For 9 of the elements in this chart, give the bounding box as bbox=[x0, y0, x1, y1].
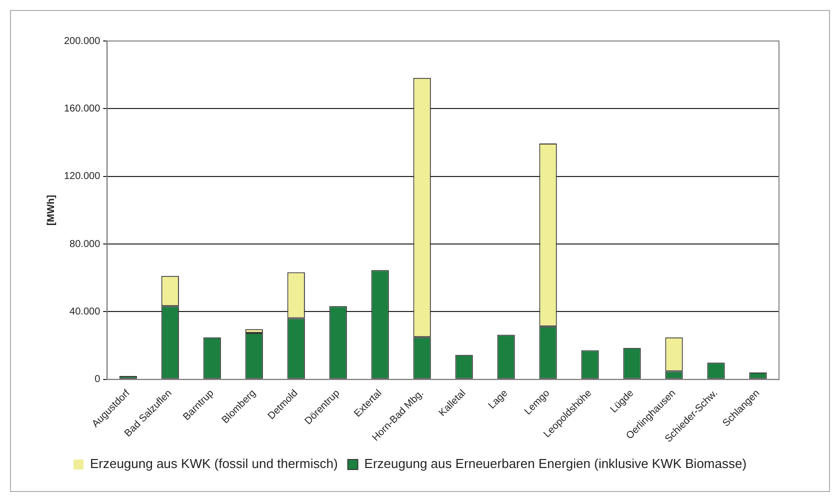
y-tick-label: 200.000 bbox=[64, 36, 101, 47]
y-tick-label: 80.000 bbox=[70, 238, 101, 250]
legend-label: Erzeugung aus KWK (fossil und thermisch) bbox=[90, 456, 338, 472]
y-axis-title: [MWh] bbox=[46, 194, 57, 226]
y-tick-label: 120.000 bbox=[64, 171, 101, 182]
y-tick-label: 160.000 bbox=[64, 103, 101, 114]
legend-label: Erzeugung aus Erneuerbaren Energien (inklusive KWK Biomasse) bbox=[364, 456, 747, 472]
y-tick-label: 0 bbox=[94, 374, 101, 386]
y-tick-label: 40.000 bbox=[70, 306, 101, 318]
